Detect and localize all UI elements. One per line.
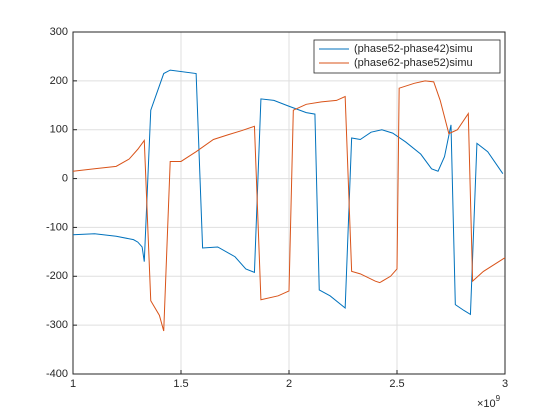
series-line — [72, 80, 506, 332]
x-tick-label: 1.5 — [173, 378, 188, 390]
x-multiplier: ×109 — [477, 394, 501, 410]
y-tick-label: -400 — [46, 368, 68, 380]
y-tick-label: 200 — [50, 75, 68, 87]
legend-label: (phase62-phase52)simu — [354, 57, 473, 69]
series-line — [72, 69, 504, 316]
y-tick-label: -300 — [46, 319, 68, 331]
x-multiplier-exponent: 9 — [496, 394, 501, 403]
y-tick-label: 300 — [50, 26, 68, 38]
legend-label: (phase52-phase42)simu — [354, 43, 473, 55]
x-tick-label: 2.5 — [389, 378, 404, 390]
y-tick-label: 100 — [50, 124, 68, 136]
x-tick-label: 1 — [70, 378, 76, 390]
legend-box — [313, 39, 501, 74]
y-tick-label: -200 — [46, 270, 68, 282]
x-tick-label: 2 — [286, 378, 292, 390]
x-tick-label: 3 — [502, 378, 508, 390]
x-multiplier-base: ×10 — [477, 398, 496, 410]
y-tick-label: -100 — [46, 221, 68, 233]
y-tick-label: 0 — [62, 172, 68, 184]
axes-box — [72, 31, 506, 375]
